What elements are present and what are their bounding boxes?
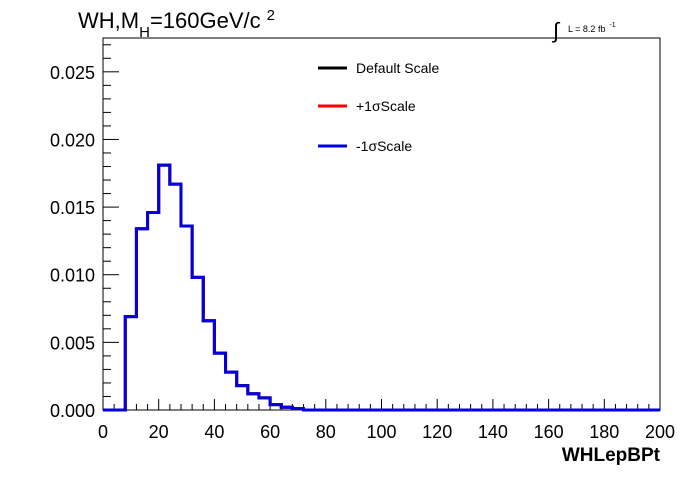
x-tick-label: 60 — [260, 422, 280, 442]
title-superscript: 2 — [267, 7, 275, 24]
legend-label-plus1sigma: +1σScale — [356, 98, 416, 114]
x-tick-label: 0 — [98, 422, 108, 442]
chart-title: WH,MH=160GeV/c 2 — [78, 7, 275, 41]
x-tick-label: 40 — [204, 422, 224, 442]
lumi-label: L = 8.2 fb -1 — [568, 22, 616, 34]
y-tick-label: 0.010 — [50, 266, 95, 286]
y-tick-label: 0.005 — [50, 333, 95, 353]
series-line-2 — [103, 163, 660, 412]
y-tick-label: 0.015 — [50, 198, 95, 218]
y-tick-label: 0.025 — [50, 63, 95, 83]
lumi-superscript: -1 — [609, 22, 615, 29]
x-tick-label: 80 — [316, 422, 336, 442]
lumi-integral: ∫ — [551, 18, 561, 43]
y-tick-label: 0.000 — [50, 401, 95, 421]
legend-label-minus1sigma: -1σScale — [356, 138, 412, 154]
x-axis-label: WHLepBPt — [562, 445, 661, 466]
x-tick-label: 20 — [149, 422, 169, 442]
x-tick-label: 200 — [645, 422, 675, 442]
legend-label-default: Default Scale — [356, 60, 439, 76]
tick-labels: 0 20 40 60 80 100 120 140 160 180 200 0.000 0.005 0.0… — [50, 63, 675, 442]
x-tick-label: 100 — [366, 422, 396, 442]
x-tick-label: 180 — [589, 422, 619, 442]
x-tick-label: 120 — [422, 422, 452, 442]
series-layer — [103, 163, 660, 412]
x-tick-label: 160 — [534, 422, 564, 442]
x-tick-label: 140 — [478, 422, 508, 442]
title-subscript: H — [139, 24, 150, 41]
legend: Default Scale +1σScale -1σScale — [318, 60, 439, 154]
y-tick-label: 0.020 — [50, 130, 95, 150]
